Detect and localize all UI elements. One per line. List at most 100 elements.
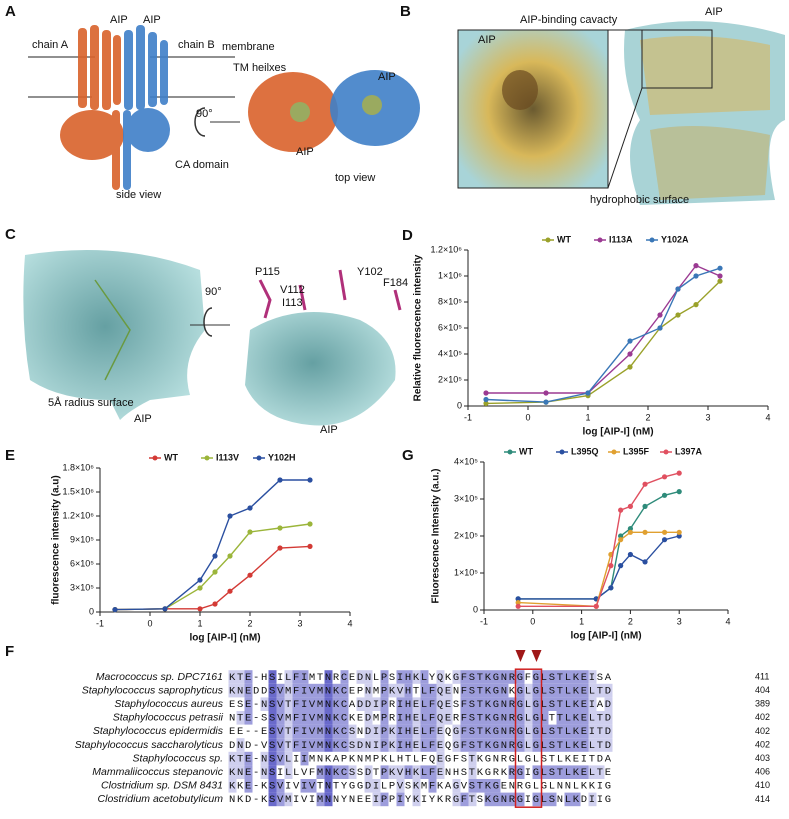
x-tick-label: 1 <box>197 618 202 628</box>
residue-shade <box>476 724 485 739</box>
sequence: EE--ESVTFIVMNKCSNDIPKIHELFEQGFSTKGNRGLGL… <box>229 726 611 738</box>
residue-shade <box>324 697 333 711</box>
residue-end: 402 <box>755 739 770 749</box>
residue-shade <box>316 711 325 725</box>
residue-shade <box>356 738 365 752</box>
x-tick-label: 4 <box>765 412 770 422</box>
residue-shade <box>588 670 597 684</box>
legend-marker <box>256 455 262 461</box>
residue-shade <box>572 724 581 739</box>
data-point <box>608 585 614 591</box>
residue-shade <box>516 765 525 779</box>
residue-shade <box>332 738 341 752</box>
data-point <box>483 396 489 403</box>
residue-shade <box>412 670 421 684</box>
series-line <box>485 280 721 405</box>
residue-shade <box>564 724 573 739</box>
residue-shade <box>396 711 405 725</box>
residue-shade <box>244 697 253 711</box>
residue-shade <box>484 670 493 684</box>
residue-shade <box>404 697 413 711</box>
annotation: chain A <box>32 39 69 51</box>
y-tick-label: 1.2×10⁶ <box>63 510 95 520</box>
residue-shade <box>596 738 605 752</box>
data-point <box>212 553 218 559</box>
legend-marker <box>204 455 210 461</box>
residue-shade <box>492 670 501 684</box>
sequence: KNE-NSILLVFMNKCSSDTPKVHKLFENHSTKGRKRGIGL… <box>229 767 611 779</box>
residue-shade <box>588 697 597 711</box>
data-point <box>307 521 313 527</box>
residue-shade <box>228 765 237 779</box>
residue-shade <box>284 724 293 739</box>
legend-label: WT <box>557 234 571 244</box>
residue-shade <box>396 792 405 807</box>
residue-shade <box>244 683 253 698</box>
data-point <box>618 563 624 569</box>
y-tick-label: 3×10⁵ <box>454 493 478 503</box>
residue-shade <box>324 779 333 793</box>
residue-shade <box>276 738 285 752</box>
residue-shade <box>420 738 429 752</box>
residue-shade <box>244 670 253 684</box>
residue-shade <box>436 711 445 725</box>
x-tick-label: 3 <box>677 616 682 626</box>
residue-shade <box>268 670 277 684</box>
legend-label: Y102H <box>268 452 296 462</box>
residue-shade <box>532 670 541 684</box>
data-point <box>661 537 668 543</box>
species-name: Staphylococcus petrasii <box>113 712 224 724</box>
residue-shade <box>300 711 309 725</box>
residue-shade <box>316 738 325 752</box>
residue-shade <box>364 738 373 752</box>
residue-shade <box>380 792 389 807</box>
data-point <box>227 513 233 519</box>
residue-shade <box>244 765 253 779</box>
residue-shade <box>564 792 573 807</box>
residue-shade <box>364 670 373 684</box>
x-axis-label: log [AIP-I] (nM) <box>570 631 641 642</box>
panel-c-art <box>23 250 402 426</box>
y-axis-label: Relative fluorescence intensity <box>413 254 424 401</box>
series-line <box>518 531 680 608</box>
residue-shade <box>460 738 469 752</box>
residue-shade <box>316 697 325 711</box>
residue-shade <box>420 711 429 725</box>
residue-shade <box>548 792 557 807</box>
x-tick-label: 0 <box>525 412 530 422</box>
residue-shade <box>372 724 381 739</box>
residue-shade <box>468 779 477 793</box>
residue-shade <box>436 724 445 739</box>
residue-shade <box>364 697 373 711</box>
residue-shade <box>508 738 517 752</box>
residue-shade <box>300 670 309 684</box>
residue-shade <box>548 724 557 739</box>
series-line <box>485 267 721 403</box>
residue-shade <box>540 765 549 779</box>
residue-shade <box>412 792 421 807</box>
residue-shade <box>540 670 549 684</box>
y-axis-label: Fluorescence Intensity (a.u.) <box>431 468 442 603</box>
residue-shade <box>412 779 421 793</box>
annotation: V112 <box>280 284 305 296</box>
residue-shade <box>428 738 437 752</box>
data-point <box>717 273 723 279</box>
residue-shade <box>300 738 309 752</box>
species-name: Mammaliicoccus stepanovic <box>92 766 223 778</box>
residue-shade <box>412 697 421 711</box>
y-tick-label: 2×10⁵ <box>438 374 462 384</box>
annotation: top view <box>335 172 375 184</box>
residue-shade <box>300 751 309 766</box>
annotation: AIP <box>143 14 161 26</box>
residue-shade <box>388 738 397 752</box>
residue-shade <box>580 670 589 684</box>
data-point <box>618 533 624 539</box>
panel-letter: B <box>400 3 411 20</box>
residue-shade <box>476 683 485 698</box>
residue-shade <box>460 724 469 739</box>
residue-shade <box>316 683 325 698</box>
species-name: Staphylococcus saprophyticus <box>82 684 224 696</box>
residue-shade <box>516 724 525 739</box>
x-tick-label: 1 <box>579 616 584 626</box>
